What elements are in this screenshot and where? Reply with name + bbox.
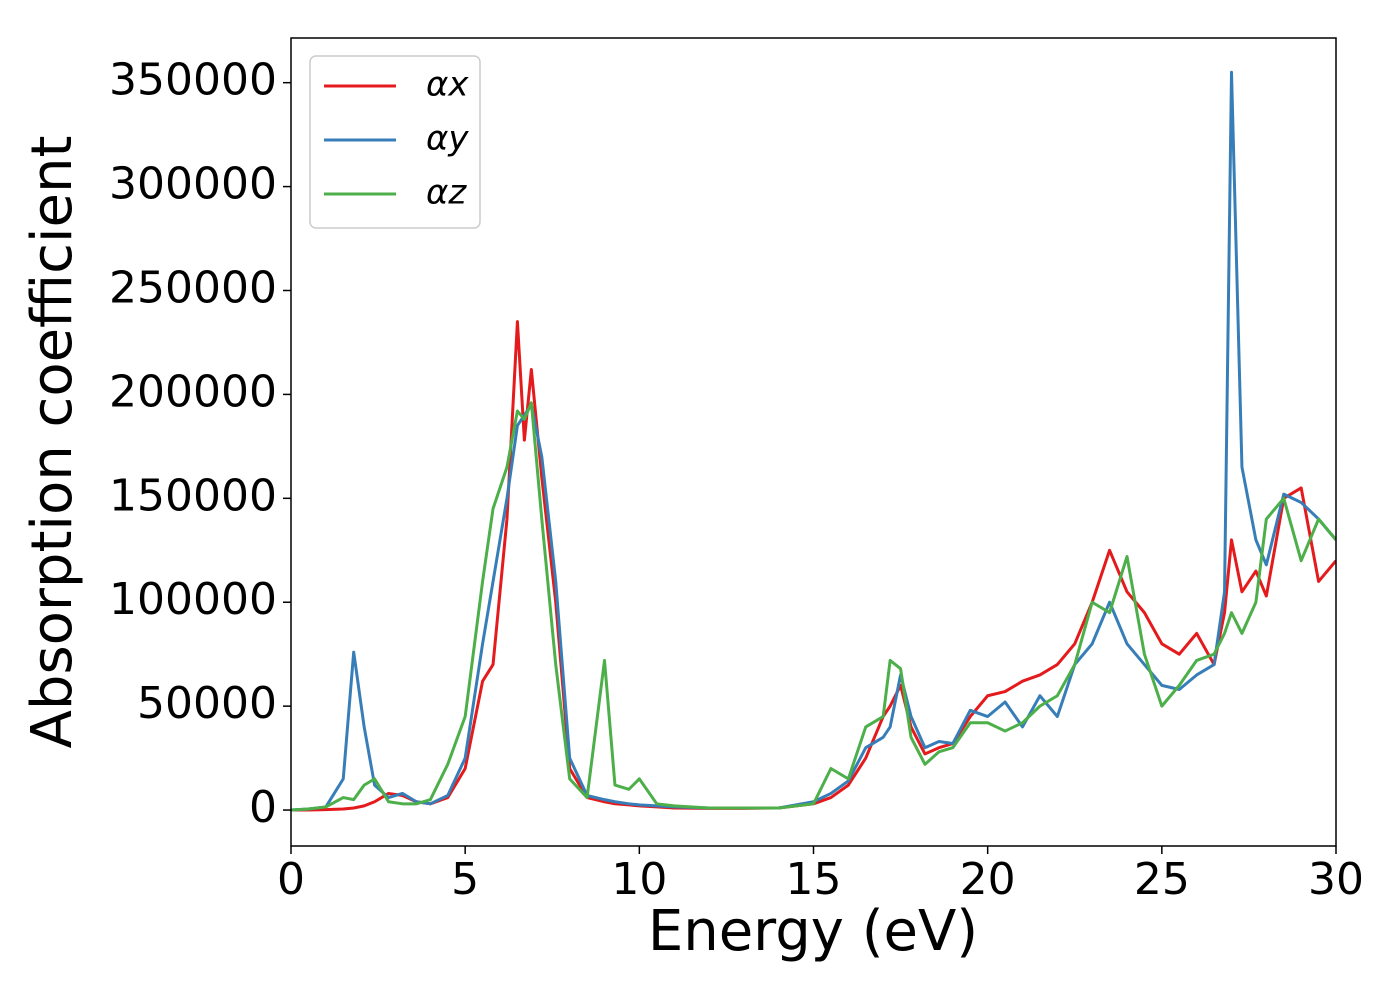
y-tick-label: 250000 bbox=[109, 263, 277, 314]
x-tick-label: 15 bbox=[786, 854, 842, 905]
plot bbox=[291, 70, 1336, 812]
y-tick-label: 150000 bbox=[109, 470, 277, 521]
x-tick-label: 20 bbox=[960, 854, 1016, 905]
legend-label: αx bbox=[426, 65, 469, 105]
series-line bbox=[291, 320, 1336, 812]
y-tick-label: 50000 bbox=[137, 678, 277, 729]
x-tick-label: 25 bbox=[1134, 854, 1190, 905]
x-tick-label: 5 bbox=[451, 854, 479, 905]
x-tick-label: 0 bbox=[277, 854, 305, 905]
plot-frame bbox=[290, 37, 1337, 847]
y-tick-label: 0 bbox=[249, 782, 277, 833]
x-tick-label: 10 bbox=[611, 854, 667, 905]
series-line bbox=[291, 401, 1336, 812]
y-tick-label: 300000 bbox=[109, 159, 277, 210]
x-axis-label: Energy (eV) bbox=[648, 899, 978, 964]
series-line bbox=[291, 70, 1336, 812]
y-tick-label: 100000 bbox=[109, 574, 277, 625]
legend-label: αz bbox=[426, 173, 467, 213]
y-tick-label: 200000 bbox=[109, 366, 277, 417]
legend-box bbox=[309, 55, 481, 229]
legend-label: αy bbox=[426, 119, 469, 159]
x-tick-label: 30 bbox=[1308, 854, 1364, 905]
y-axis-label: Absorption coefficient bbox=[20, 136, 85, 749]
y-tick-label: 350000 bbox=[109, 55, 277, 106]
